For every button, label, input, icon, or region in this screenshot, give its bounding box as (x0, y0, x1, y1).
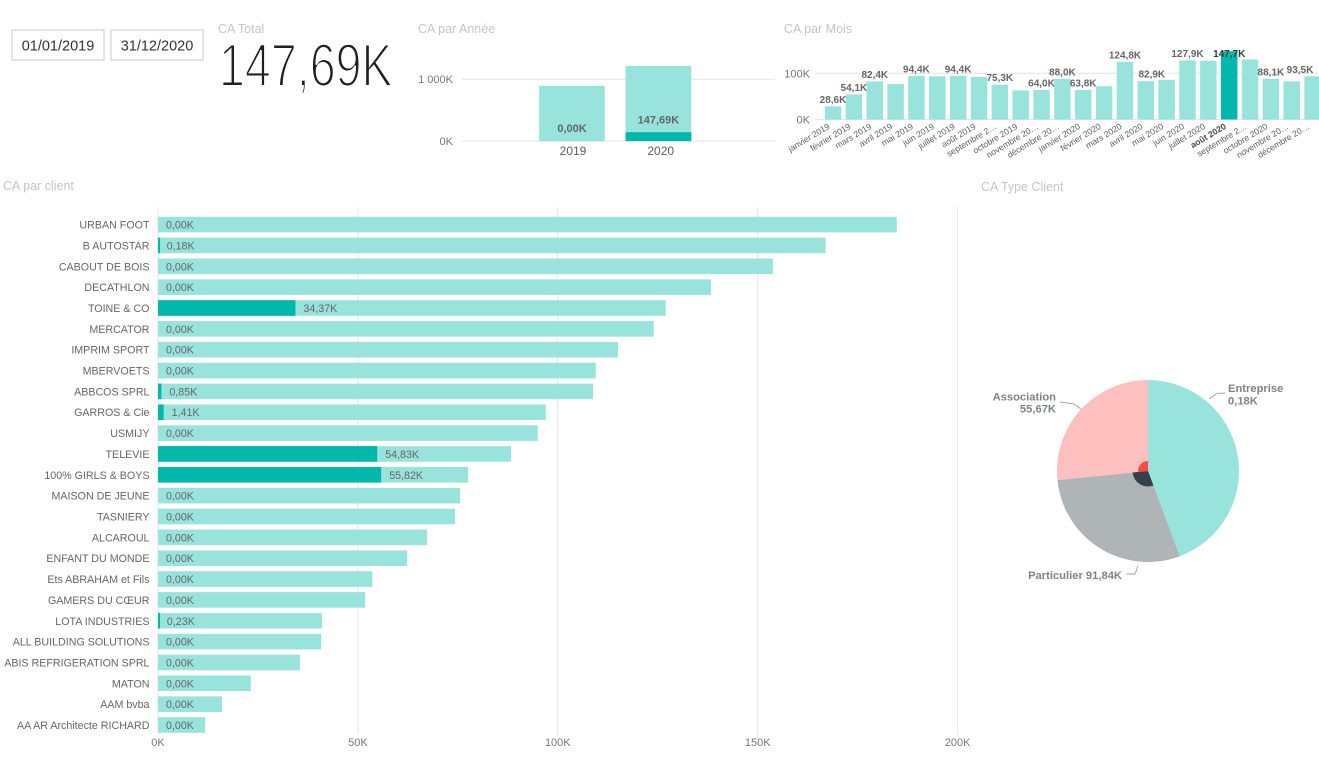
svg-text:01/01/2019: 01/01/2019 (22, 39, 95, 55)
svg-text:94,4K: 94,4K (903, 64, 930, 75)
svg-text:0,00K: 0,00K (166, 637, 195, 649)
svg-text:0,00K: 0,00K (166, 595, 195, 607)
svg-text:127,9K: 127,9K (1171, 49, 1204, 60)
svg-text:MERCATOR: MERCATOR (89, 324, 149, 336)
svg-text:82,9K: 82,9K (1138, 70, 1165, 81)
svg-text:0,00K: 0,00K (166, 512, 195, 524)
svg-text:93,5K: 93,5K (1287, 65, 1314, 76)
svg-text:100K: 100K (545, 737, 571, 749)
svg-text:Entreprise: Entreprise (1228, 383, 1283, 395)
svg-text:0,18K: 0,18K (167, 240, 196, 252)
svg-text:88,1K: 88,1K (1258, 67, 1285, 78)
svg-text:147,7K: 147,7K (1213, 49, 1246, 60)
svg-text:100K: 100K (784, 68, 810, 80)
svg-text:150K: 150K (745, 737, 771, 749)
svg-text:28,6K: 28,6K (820, 95, 847, 106)
svg-text:0K: 0K (151, 737, 165, 749)
svg-text:Ets ABRAHAM et Fils: Ets ABRAHAM et Fils (47, 574, 149, 586)
svg-text:63,8K: 63,8K (1070, 79, 1097, 90)
svg-text:124,8K: 124,8K (1109, 50, 1142, 61)
svg-text:82,4K: 82,4K (861, 70, 888, 81)
svg-text:TELEVIE: TELEVIE (106, 449, 150, 461)
svg-text:55,82K: 55,82K (389, 470, 424, 482)
svg-text:0K: 0K (440, 136, 454, 148)
svg-text:CA par Mois: CA par Mois (784, 22, 852, 36)
svg-text:TOINE & CO: TOINE & CO (88, 303, 150, 315)
svg-text:54,1K: 54,1K (841, 83, 868, 94)
svg-text:0,00K: 0,00K (166, 699, 195, 711)
svg-text:0,00K: 0,00K (166, 282, 195, 294)
svg-text:0,85K: 0,85K (169, 386, 198, 398)
svg-text:147,69K: 147,69K (638, 114, 680, 126)
svg-text:0,00K: 0,00K (166, 678, 195, 690)
svg-text:0,00K: 0,00K (166, 366, 195, 378)
svg-text:Association: Association (993, 392, 1057, 404)
svg-text:CA par Année: CA par Année (418, 22, 495, 36)
svg-text:MBERVOETS: MBERVOETS (83, 366, 150, 378)
svg-text:0,00K: 0,00K (166, 345, 195, 357)
svg-text:0,00K: 0,00K (166, 324, 195, 336)
svg-text:0,00K: 0,00K (166, 553, 195, 565)
svg-text:75,3K: 75,3K (986, 73, 1013, 84)
svg-text:100% GIRLS & BOYS: 100% GIRLS & BOYS (44, 470, 149, 482)
svg-text:64,0K: 64,0K (1028, 78, 1055, 89)
svg-text:0,00K: 0,00K (166, 428, 195, 440)
svg-text:31/12/2020: 31/12/2020 (121, 39, 194, 55)
svg-text:USMIJY: USMIJY (110, 428, 149, 440)
svg-text:CA Type Client: CA Type Client (981, 180, 1064, 194)
svg-text:CA Total: CA Total (218, 22, 264, 36)
svg-text:IMPRIM SPORT: IMPRIM SPORT (71, 345, 150, 357)
svg-text:94,4K: 94,4K (945, 64, 972, 75)
svg-text:TASNIERY: TASNIERY (97, 512, 149, 524)
svg-text:ALL BUILDING SOLUTIONS: ALL BUILDING SOLUTIONS (13, 637, 150, 649)
svg-text:1 000K: 1 000K (418, 74, 454, 86)
svg-text:LOTA INDUSTRIES: LOTA INDUSTRIES (55, 616, 149, 628)
svg-text:CA par client: CA par client (3, 179, 74, 193)
svg-text:34,37K: 34,37K (303, 303, 338, 315)
svg-text:147,69K: 147,69K (219, 32, 393, 99)
svg-text:0,00K: 0,00K (166, 261, 195, 273)
svg-text:55,67K: 55,67K (1020, 404, 1056, 416)
svg-text:Particulier 91,84K: Particulier 91,84K (1028, 570, 1122, 582)
svg-text:GARROS & Cie: GARROS & Cie (74, 407, 149, 419)
svg-text:MATON: MATON (112, 678, 150, 690)
svg-text:54,83K: 54,83K (385, 449, 420, 461)
svg-text:0,00K: 0,00K (166, 720, 195, 732)
svg-text:AA AR Architecte RICHARD: AA AR Architecte RICHARD (17, 720, 150, 732)
svg-text:0K: 0K (797, 115, 811, 127)
svg-text:CABOUT DE BOIS: CABOUT DE BOIS (59, 261, 150, 273)
svg-text:URBAN FOOT: URBAN FOOT (79, 220, 150, 232)
svg-text:2019: 2019 (560, 144, 587, 158)
svg-text:B AUTOSTAR: B AUTOSTAR (83, 240, 150, 252)
svg-text:MAISON DE JEUNE: MAISON DE JEUNE (52, 491, 150, 503)
svg-text:200K: 200K (945, 737, 971, 749)
svg-text:0,00K: 0,00K (166, 574, 195, 586)
svg-text:50K: 50K (348, 737, 368, 749)
svg-text:2020: 2020 (647, 144, 674, 158)
svg-text:88,0K: 88,0K (1049, 67, 1076, 78)
svg-text:0,00K: 0,00K (166, 491, 195, 503)
svg-text:0,00K: 0,00K (166, 532, 195, 544)
svg-text:ABBCOS SPRL: ABBCOS SPRL (74, 386, 149, 398)
svg-text:AAM bvba: AAM bvba (100, 699, 149, 711)
svg-text:1,41K: 1,41K (172, 407, 201, 419)
svg-text:0,00K: 0,00K (166, 658, 195, 670)
svg-text:ALCAROUL: ALCAROUL (92, 532, 150, 544)
svg-text:ABIS REFRIGERATION SPRL: ABIS REFRIGERATION SPRL (4, 658, 149, 670)
svg-text:0,00K: 0,00K (166, 220, 195, 232)
svg-text:GAMERS DU CŒUR: GAMERS DU CŒUR (48, 595, 150, 607)
svg-text:0,00K: 0,00K (557, 123, 586, 135)
svg-text:ENFANT DU MONDE: ENFANT DU MONDE (46, 553, 149, 565)
svg-text:DECATHLON: DECATHLON (84, 282, 149, 294)
svg-text:0,23K: 0,23K (167, 616, 196, 628)
svg-text:0,18K: 0,18K (1228, 396, 1258, 408)
